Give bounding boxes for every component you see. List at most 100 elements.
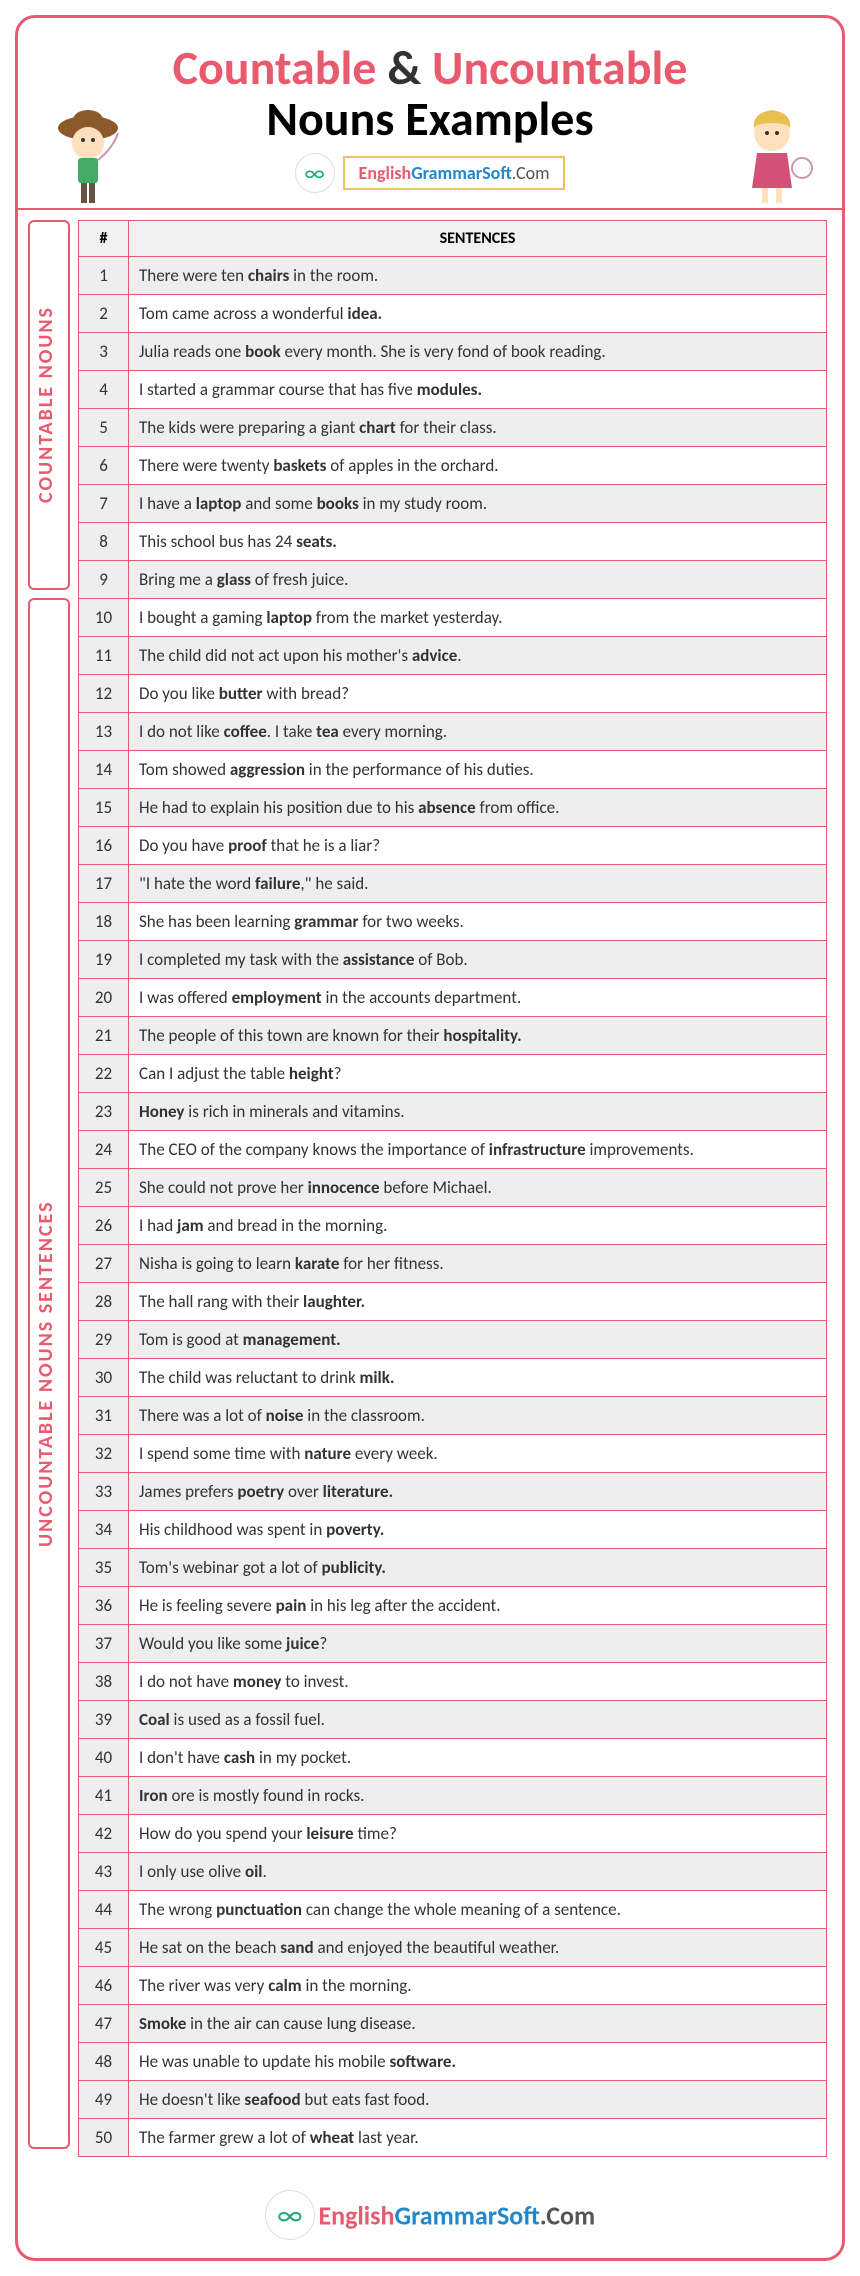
table-row: 35Tom's webinar got a lot of publicity.	[79, 1549, 827, 1587]
table-row: 33James prefers poetry over literature.	[79, 1473, 827, 1511]
table-row: 19I completed my task with the assistanc…	[79, 941, 827, 979]
row-sentence: Can I adjust the table height?	[129, 1055, 827, 1093]
table-row: 9Bring me a glass of fresh juice.	[79, 561, 827, 599]
row-number: 20	[79, 979, 129, 1017]
table-wrapper: # SENTENCES 1There were ten chairs in th…	[78, 220, 827, 2157]
table-row: 37Would you like some juice?	[79, 1625, 827, 1663]
row-sentence: I have a laptop and some books in my stu…	[129, 485, 827, 523]
row-sentence: He is feeling severe pain in his leg aft…	[129, 1587, 827, 1625]
row-sentence: Coal is used as a fossil fuel.	[129, 1701, 827, 1739]
table-row: 27Nisha is going to learn karate for her…	[79, 1245, 827, 1283]
row-number: 41	[79, 1777, 129, 1815]
row-sentence: This school bus has 24 seats.	[129, 523, 827, 561]
table-row: 1There were ten chairs in the room.	[79, 257, 827, 295]
row-number: 13	[79, 713, 129, 751]
table-row: 47Smoke in the air can cause lung diseas…	[79, 2005, 827, 2043]
row-number: 31	[79, 1397, 129, 1435]
row-number: 30	[79, 1359, 129, 1397]
row-number: 45	[79, 1929, 129, 1967]
site-name: EnglishGrammarSoft.Com	[343, 156, 566, 190]
row-sentence: Tom showed aggression in the performance…	[129, 751, 827, 789]
row-sentence: I only use olive oil.	[129, 1853, 827, 1891]
table-row: 49He doesn't like seafood but eats fast …	[79, 2081, 827, 2119]
row-number: 25	[79, 1169, 129, 1207]
row-sentence: His childhood was spent in poverty.	[129, 1511, 827, 1549]
table-row: 21The people of this town are known for …	[79, 1017, 827, 1055]
row-sentence: The hall rang with their laughter.	[129, 1283, 827, 1321]
row-number: 3	[79, 333, 129, 371]
table-row: 4I started a grammar course that has fiv…	[79, 371, 827, 409]
row-sentence: "I hate the word failure," he said.	[129, 865, 827, 903]
row-sentence: Smoke in the air can cause lung disease.	[129, 2005, 827, 2043]
table-row: 30The child was reluctant to drink milk.	[79, 1359, 827, 1397]
logo-icon: ∞	[295, 153, 335, 193]
table-row: 36He is feeling severe pain in his leg a…	[79, 1587, 827, 1625]
row-sentence: She could not prove her innocence before…	[129, 1169, 827, 1207]
row-sentence: Tom is good at management.	[129, 1321, 827, 1359]
table-row: 32I spend some time with nature every we…	[79, 1435, 827, 1473]
girl-character-icon	[727, 98, 817, 208]
row-sentence: Would you like some juice?	[129, 1625, 827, 1663]
row-sentence: I had jam and bread in the morning.	[129, 1207, 827, 1245]
row-sentence: I started a grammar course that has five…	[129, 371, 827, 409]
row-sentence: He was unable to update his mobile softw…	[129, 2043, 827, 2081]
table-row: 7I have a laptop and some books in my st…	[79, 485, 827, 523]
table-row: 11The child did not act upon his mother'…	[79, 637, 827, 675]
row-number: 28	[79, 1283, 129, 1321]
row-number: 17	[79, 865, 129, 903]
table-row: 13I do not like coffee. I take tea every…	[79, 713, 827, 751]
site-badge: ∞ EnglishGrammarSoft.Com	[295, 153, 566, 193]
title-line2: Nouns Examples	[28, 89, 832, 148]
row-sentence: I do not like coffee. I take tea every m…	[129, 713, 827, 751]
table-row: 42How do you spend your leisure time?	[79, 1815, 827, 1853]
header: Countable & Uncountable Nouns Examples ∞…	[18, 18, 842, 208]
row-sentence: The kids were preparing a giant chart fo…	[129, 409, 827, 447]
label-countable: COUNTABLE NOUNS	[28, 220, 70, 590]
table-row: 20I was offered employment in the accoun…	[79, 979, 827, 1017]
table-row: 26I had jam and bread in the morning.	[79, 1207, 827, 1245]
row-number: 1	[79, 257, 129, 295]
row-number: 38	[79, 1663, 129, 1701]
table-row: 43I only use olive oil.	[79, 1853, 827, 1891]
row-sentence: Tom's webinar got a lot of publicity.	[129, 1549, 827, 1587]
row-sentence: The farmer grew a lot of wheat last year…	[129, 2119, 827, 2157]
table-row: 25She could not prove her innocence befo…	[79, 1169, 827, 1207]
row-sentence: Julia reads one book every month. She is…	[129, 333, 827, 371]
table-row: 16Do you have proof that he is a liar?	[79, 827, 827, 865]
row-sentence: There were twenty baskets of apples in t…	[129, 447, 827, 485]
row-number: 14	[79, 751, 129, 789]
side-labels: COUNTABLE NOUNS UNCOUNTABLE NOUNS SENTEN…	[28, 220, 70, 2157]
row-sentence: He doesn't like seafood but eats fast fo…	[129, 2081, 827, 2119]
table-row: 3Julia reads one book every month. She i…	[79, 333, 827, 371]
table-row: 34His childhood was spent in poverty.	[79, 1511, 827, 1549]
table-row: 24The CEO of the company knows the impor…	[79, 1131, 827, 1169]
row-number: 18	[79, 903, 129, 941]
table-row: 28The hall rang with their laughter.	[79, 1283, 827, 1321]
footer: ∞ EnglishGrammarSoft.Com	[18, 2172, 842, 2258]
row-number: 15	[79, 789, 129, 827]
table-row: 15He had to explain his position due to …	[79, 789, 827, 827]
table-row: 10I bought a gaming laptop from the mark…	[79, 599, 827, 637]
row-number: 11	[79, 637, 129, 675]
row-sentence: He sat on the beach sand and enjoyed the…	[129, 1929, 827, 1967]
row-sentence: I don't have cash in my pocket.	[129, 1739, 827, 1777]
row-sentence: There were ten chairs in the room.	[129, 257, 827, 295]
row-sentence: I do not have money to invest.	[129, 1663, 827, 1701]
table-row: 12Do you like butter with bread?	[79, 675, 827, 713]
row-number: 4	[79, 371, 129, 409]
row-number: 21	[79, 1017, 129, 1055]
row-number: 48	[79, 2043, 129, 2081]
col-header-sentences: SENTENCES	[129, 221, 827, 257]
row-sentence: Nisha is going to learn karate for her f…	[129, 1245, 827, 1283]
row-number: 16	[79, 827, 129, 865]
row-number: 7	[79, 485, 129, 523]
cowboy-character-icon	[43, 98, 133, 208]
row-sentence: I bought a gaming laptop from the market…	[129, 599, 827, 637]
main-container: Countable & Uncountable Nouns Examples ∞…	[15, 15, 845, 2261]
table-row: 38I do not have money to invest.	[79, 1663, 827, 1701]
row-number: 10	[79, 599, 129, 637]
row-number: 12	[79, 675, 129, 713]
row-sentence: The river was very calm in the morning.	[129, 1967, 827, 2005]
row-number: 40	[79, 1739, 129, 1777]
table-row: 14Tom showed aggression in the performan…	[79, 751, 827, 789]
